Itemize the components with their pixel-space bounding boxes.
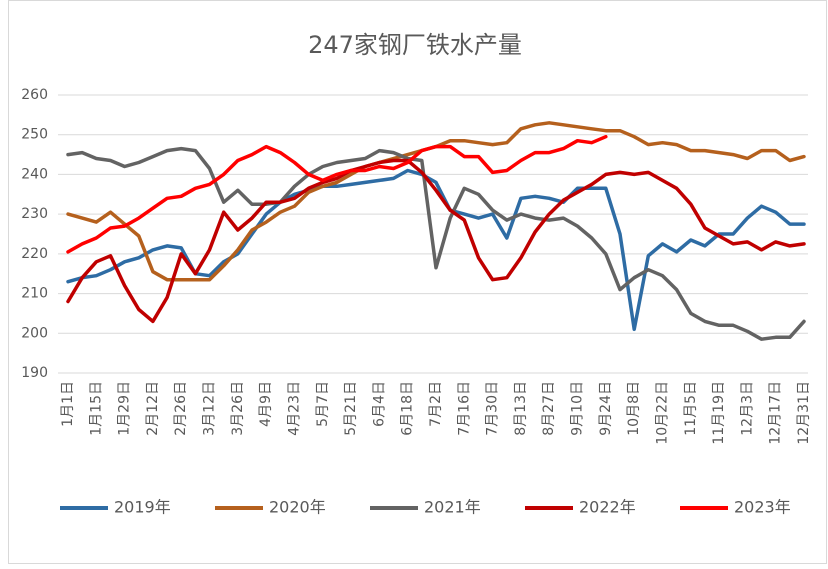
series-line	[66, 158, 806, 324]
legend-label: 2020年	[269, 498, 326, 517]
y-tick-label: 190	[21, 365, 48, 381]
chart-title: 247家钢厂铁水产量	[308, 31, 522, 59]
legend-label: 2022年	[579, 498, 636, 517]
x-tick-label: 7月16日	[456, 381, 472, 436]
x-tick-label: 1月1日	[60, 381, 76, 427]
y-tick-label: 220	[21, 246, 48, 262]
x-tick-label: 9月24日	[598, 381, 614, 436]
x-tick-label: 1月15日	[88, 381, 104, 436]
x-tick-label: 11月5日	[683, 381, 699, 436]
x-tick-label: 8月27日	[541, 381, 557, 436]
x-tick-label: 12月17日	[768, 381, 784, 445]
x-tick-label: 8月13日	[513, 381, 529, 436]
y-tick-label: 210	[21, 286, 48, 302]
x-tick-label: 6月4日	[371, 381, 387, 427]
y-tick-label: 230	[21, 206, 48, 222]
x-tick-label: 5月7日	[315, 381, 331, 427]
y-tick-label: 260	[21, 87, 48, 103]
x-tick-label: 9月10日	[570, 381, 586, 436]
y-tick-label: 200	[21, 325, 48, 341]
x-tick-label: 7月30日	[485, 381, 501, 436]
x-tick-label: 5月21日	[343, 381, 359, 436]
x-tick-label: 4月23日	[286, 381, 302, 436]
x-tick-label: 10月22日	[654, 381, 670, 445]
x-tick-label: 1月29日	[117, 381, 133, 436]
x-tick-label: 12月31日	[796, 381, 812, 445]
x-tick-label: 6月18日	[400, 381, 416, 436]
chart-frame	[8, 0, 827, 564]
x-tick-label: 3月26日	[230, 381, 246, 436]
x-tick-label: 7月2日	[428, 381, 444, 427]
legend-label: 2023年	[734, 498, 791, 517]
x-tick-label: 4月9日	[258, 381, 274, 427]
y-tick-label: 250	[21, 127, 48, 143]
x-tick-label: 12月3日	[739, 381, 755, 436]
series-line	[66, 146, 806, 341]
x-tick-label: 2月12日	[145, 381, 161, 436]
legend-label: 2021年	[424, 498, 481, 517]
legend-label: 2019年	[114, 498, 171, 517]
series-line	[66, 134, 608, 254]
x-tick-label: 10月8日	[626, 381, 642, 436]
y-tick-label: 240	[21, 166, 48, 182]
x-tick-label: 3月12日	[202, 381, 218, 436]
x-tick-label: 11月19日	[711, 381, 727, 445]
x-tick-label: 2月26日	[173, 381, 189, 436]
